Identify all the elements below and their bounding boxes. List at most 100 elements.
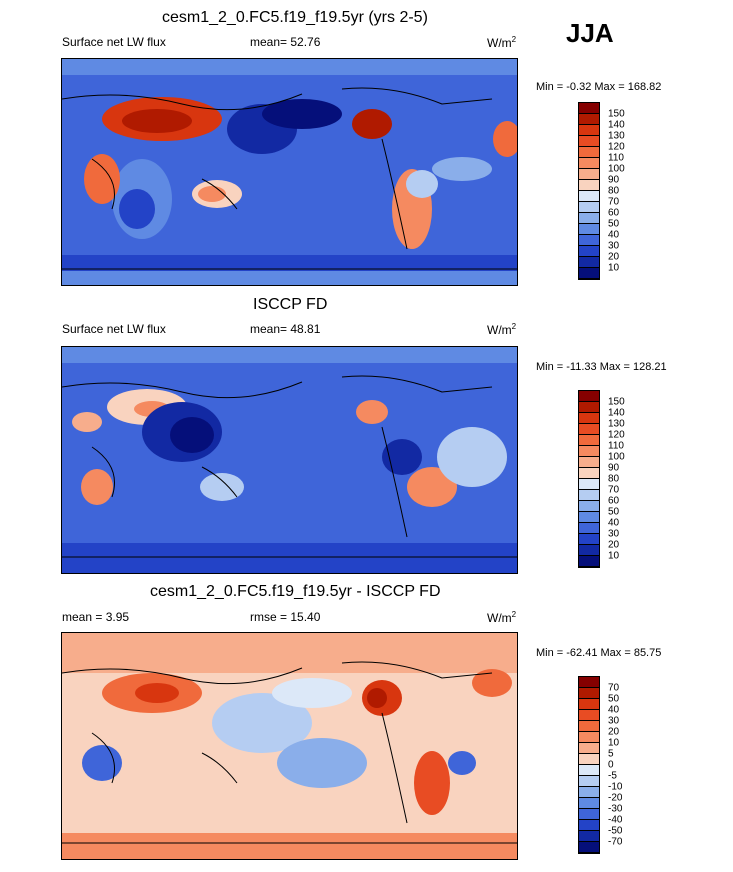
colorbar-tick-label: 50: [608, 506, 620, 518]
panel2-variable: Surface net LW flux: [62, 322, 166, 336]
panel1-units: W/m2: [487, 35, 517, 50]
panel2-colorbar: 150 140 130 120 110 100 90 80 70 60 50 40 30 20 10: [578, 390, 625, 568]
colorbar-swatch: [579, 391, 599, 402]
panel1-colorbar: 150 140 130 120 110 100 90 80 70 60 50 40 30 20 10: [578, 102, 625, 280]
colorbar-tick-label: 40: [608, 517, 620, 529]
colorbar-swatch: [579, 268, 599, 279]
panel1-mean: mean= 52.76: [250, 35, 321, 49]
panel1-map: [61, 58, 518, 286]
colorbar-tick-label: 90: [608, 462, 620, 474]
colorbar-swatch: [579, 103, 599, 114]
colorbar-swatch: [579, 224, 599, 235]
colorbar-swatch: [579, 424, 599, 435]
panel2-minmax: Min = -11.33 Max = 128.21: [536, 361, 667, 373]
colorbar-swatch: [579, 512, 599, 523]
colorbar-tick-label: 20: [608, 251, 620, 263]
colorbar-tick-label: 140: [608, 119, 625, 131]
colorbar-tick-label: 90: [608, 174, 620, 186]
colorbar-tick-label: 70: [608, 682, 620, 694]
colorbar-swatch: [579, 534, 599, 545]
colorbar-swatch: [579, 457, 599, 468]
colorbar-swatch: [579, 402, 599, 413]
colorbar-swatch: [579, 809, 599, 820]
colorbar-swatch: [579, 545, 599, 556]
colorbar-tick-label: 40: [608, 229, 620, 241]
colorbar-swatch: [579, 169, 599, 180]
panel2-map: [61, 346, 518, 574]
colorbar-tick-label: 70: [608, 484, 620, 496]
colorbar-swatch: [579, 710, 599, 721]
colorbar-tick-label: 140: [608, 407, 625, 419]
panel2-mean: mean= 48.81: [250, 322, 321, 336]
colorbar-swatch: [579, 235, 599, 246]
panel2-units: W/m2: [487, 322, 517, 337]
panel1-minmax: Min = -0.32 Max = 168.82: [536, 81, 662, 93]
colorbar-tick-label: 0: [608, 759, 614, 771]
colorbar-swatch: [579, 677, 599, 688]
colorbar-swatch: [579, 446, 599, 457]
colorbar-swatch: [579, 114, 599, 125]
colorbar-tick-label: 120: [608, 141, 625, 153]
colorbar-tick-label: 20: [608, 726, 620, 738]
panel2-title: ISCCP FD: [253, 296, 328, 313]
colorbar-tick-label: -20: [608, 792, 623, 804]
colorbar-tick-label: 130: [608, 418, 625, 430]
colorbar-swatch: [579, 556, 599, 567]
colorbar-tick-label: 10: [608, 262, 620, 274]
colorbar-tick-label: 30: [608, 240, 620, 252]
panel3-title: cesm1_2_0.FC5.f19_f19.5yr - ISCCP FD: [150, 583, 441, 600]
colorbar-swatch: [579, 842, 599, 853]
panel3-units: W/m2: [487, 610, 517, 625]
colorbar-tick-label: 20: [608, 539, 620, 551]
colorbar-swatch: [579, 721, 599, 732]
colorbar-swatch: [579, 699, 599, 710]
colorbar-tick-label: 80: [608, 185, 620, 197]
colorbar-tick-label: 150: [608, 108, 625, 120]
colorbar-swatch: [579, 158, 599, 169]
colorbar-tick-label: -40: [608, 814, 623, 826]
colorbar-swatch: [579, 787, 599, 798]
colorbar-swatch: [579, 246, 599, 257]
colorbar-swatch: [579, 213, 599, 224]
panel1-variable: Surface net LW flux: [62, 35, 166, 49]
colorbar-swatch: [579, 501, 599, 512]
panel3-map-field: [62, 633, 517, 859]
colorbar-swatch: [579, 191, 599, 202]
colorbar-tick-label: 60: [608, 495, 620, 507]
colorbar-swatch: [579, 413, 599, 424]
colorbar-swatch: [579, 798, 599, 809]
colorbar-swatch: [579, 180, 599, 191]
colorbar-tick-label: -30: [608, 803, 623, 815]
panel3-minmax: Min = -62.41 Max = 85.75: [536, 647, 662, 659]
panel1-title: cesm1_2_0.FC5.f19_f19.5yr (yrs 2-5): [162, 9, 428, 26]
panel1-map-field: [62, 59, 517, 285]
colorbar-tick-label: 60: [608, 207, 620, 219]
panel3-colorbar: 70 50 40 30 20 10 5 0 -5 -10 -20 -30 -40 -50 -70: [578, 676, 622, 854]
colorbar-tick-label: 150: [608, 396, 625, 408]
panel3-rmse: rmse = 15.40: [250, 610, 321, 624]
panel2-map-field: [62, 347, 517, 573]
colorbar-swatch: [579, 125, 599, 136]
colorbar-tick-label: 70: [608, 196, 620, 208]
colorbar-tick-label: 10: [608, 550, 620, 562]
colorbar-swatch: [579, 732, 599, 743]
colorbar-swatch: [579, 468, 599, 479]
colorbar-swatch: [579, 688, 599, 699]
colorbar-tick-label: 100: [608, 451, 625, 463]
season-label: JJA: [566, 18, 614, 48]
colorbar-tick-label: 30: [608, 528, 620, 540]
colorbar-tick-label: 120: [608, 429, 625, 441]
colorbar-tick-label: 80: [608, 473, 620, 485]
colorbar-tick-label: -10: [608, 781, 623, 793]
colorbar-swatch: [579, 523, 599, 534]
colorbar-tick-label: 5: [608, 748, 614, 760]
colorbar-swatch: [579, 257, 599, 268]
colorbar-tick-label: 10: [608, 737, 620, 749]
colorbar-swatch: [579, 831, 599, 842]
colorbar-tick-label: -5: [608, 770, 617, 782]
colorbar-tick-label: -70: [608, 836, 623, 848]
colorbar-swatch: [579, 202, 599, 213]
colorbar-swatch: [579, 743, 599, 754]
colorbar-tick-label: 30: [608, 715, 620, 727]
colorbar-tick-label: 100: [608, 163, 625, 175]
